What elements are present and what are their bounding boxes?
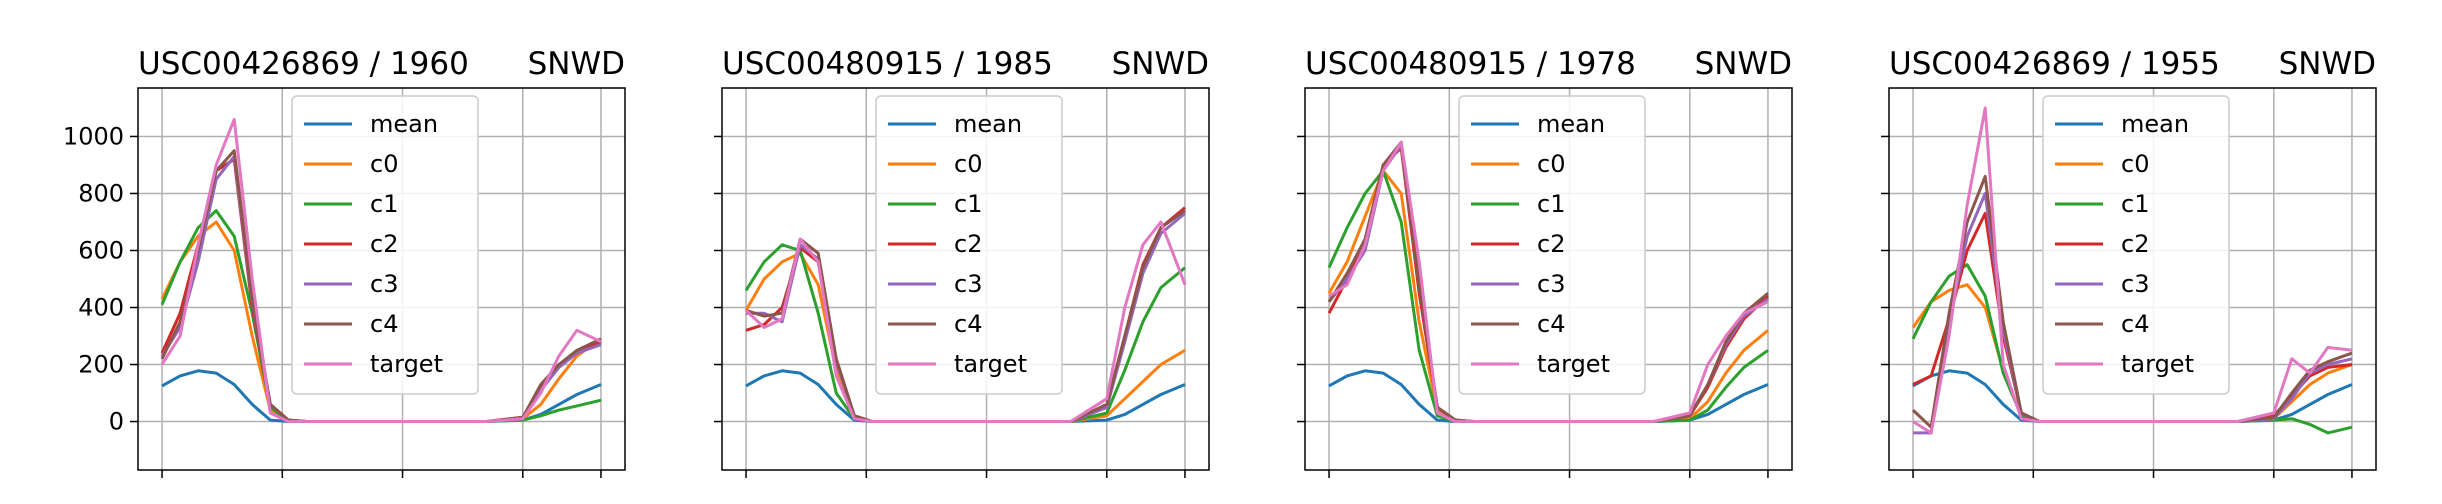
subplot-title: USC00426869 / 1960	[138, 46, 469, 82]
subplot-variable: SNWD	[528, 46, 625, 82]
legend: mean c0 c1 c2 c3 c4 target	[875, 95, 1063, 395]
legend-label-c3: c3	[2121, 270, 2149, 298]
y-tick-label: 1000	[63, 122, 124, 150]
legend-box	[1458, 95, 1646, 395]
legend: mean c0 c1 c2 c3 c4 target	[291, 95, 479, 395]
subplot-title: USC00480915 / 1978	[1305, 46, 1636, 82]
series-line-target	[160, 117, 602, 423]
legend-label-c0: c0	[2121, 150, 2149, 178]
y-tick-label: 600	[78, 236, 124, 264]
legend-label-c1: c1	[370, 190, 398, 218]
legend-label-target: target	[1537, 350, 1610, 378]
subplot-title: USC00480915 / 1985	[722, 46, 1053, 82]
legend-label-c3: c3	[370, 270, 398, 298]
legend-label-c1: c1	[954, 190, 982, 218]
subplot-2: USC00480915 / 1985 SNWD mean c0 c1 c2 c3 c4 targ…	[714, 46, 1210, 478]
legend-label-c0: c0	[370, 150, 398, 178]
y-tick-label: 0	[109, 408, 124, 436]
series-group	[1327, 140, 1770, 423]
legend-box	[291, 95, 479, 395]
legend-label-mean: mean	[954, 110, 1022, 138]
legend-label-c2: c2	[370, 230, 398, 258]
legend-label-c1: c1	[2121, 190, 2149, 218]
series-line-target	[1328, 140, 1769, 423]
legend-label-c0: c0	[1537, 150, 1565, 178]
subplot-title: USC00426869 / 1955	[1889, 46, 2220, 82]
legend-label-c2: c2	[1537, 230, 1565, 258]
axes-frame	[1888, 87, 2377, 471]
legend-label-c2: c2	[954, 230, 982, 258]
legend-label-c1: c1	[1537, 190, 1565, 218]
subplot-variable: SNWD	[1695, 46, 1792, 82]
series-group	[1911, 106, 2353, 435]
subplots: 0 200 400 600 800 1000 USC00426869 / 1960 SNWD m…	[63, 46, 2377, 478]
legend-label-mean: mean	[370, 110, 438, 138]
legend-label-target: target	[2121, 350, 2194, 378]
subplot-4: USC00426869 / 1955 SNWD mean c0 c1 c2 c3 c4 targ…	[1881, 46, 2377, 478]
subplot-variable: SNWD	[2279, 46, 2376, 82]
legend-label-c4: c4	[1537, 310, 1565, 338]
legend: mean c0 c1 c2 c3 c4 target	[1458, 95, 1646, 395]
legend: mean c0 c1 c2 c3 c4 target	[2042, 95, 2230, 395]
axes-frame	[1304, 87, 1793, 471]
legend-label-c4: c4	[2121, 310, 2149, 338]
legend-label-c3: c3	[1537, 270, 1565, 298]
legend-label-c4: c4	[954, 310, 982, 338]
legend-label-c0: c0	[954, 150, 982, 178]
axes-frame	[721, 87, 1210, 471]
subplot-1: 0 200 400 600 800 1000 USC00426869 / 1960 SNWD m…	[63, 46, 626, 478]
legend-label-target: target	[954, 350, 1027, 378]
y-tick-label: 200	[78, 351, 124, 379]
y-tick-label: 800	[78, 179, 124, 207]
series-line-target	[1912, 106, 2353, 435]
legend-label-c4: c4	[370, 310, 398, 338]
series-group	[160, 117, 602, 423]
axes-frame	[137, 87, 626, 471]
subplot-3: USC00480915 / 1978 SNWD mean c0 c1 c2 c3 c4 targ…	[1297, 46, 1793, 478]
legend-label-c2: c2	[2121, 230, 2149, 258]
legend-box	[2042, 95, 2230, 395]
legend-box	[875, 95, 1063, 395]
legend-label-c3: c3	[954, 270, 982, 298]
legend-label-target: target	[370, 350, 443, 378]
legend-label-mean: mean	[2121, 110, 2189, 138]
series-line-target	[744, 220, 1187, 423]
series-group	[744, 206, 1187, 423]
subplot-variable: SNWD	[1112, 46, 1209, 82]
y-tick-label: 400	[78, 294, 124, 322]
legend-label-mean: mean	[1537, 110, 1605, 138]
